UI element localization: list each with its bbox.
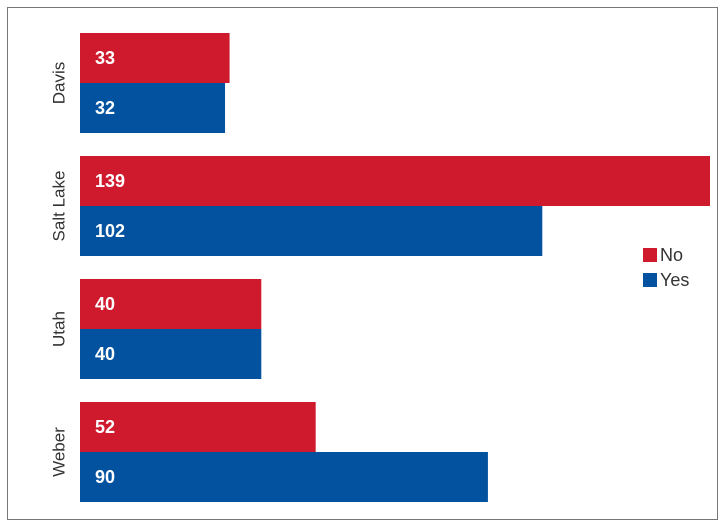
bar — [80, 279, 262, 329]
legend-swatch — [643, 273, 657, 287]
category-label: Utah — [49, 311, 68, 347]
value-label: 40 — [95, 294, 115, 314]
value-label: 139 — [95, 171, 125, 191]
value-label: 90 — [95, 467, 115, 487]
bar — [80, 156, 710, 206]
legend-label: Yes — [660, 270, 689, 290]
bar — [80, 452, 488, 502]
legend-label: No — [660, 245, 683, 265]
category-label: Davis — [49, 62, 68, 105]
category-label: Weber — [49, 427, 68, 477]
bar — [80, 329, 262, 379]
value-label: 52 — [95, 417, 115, 437]
bar — [80, 83, 226, 133]
legend-swatch — [643, 248, 657, 262]
bar — [80, 206, 543, 256]
value-label: 32 — [95, 98, 115, 118]
bar — [80, 402, 316, 452]
bar — [80, 33, 230, 83]
value-label: 40 — [95, 344, 115, 364]
value-label: 102 — [95, 221, 125, 241]
category-label: Salt Lake — [49, 171, 68, 242]
value-label: 33 — [95, 48, 115, 68]
